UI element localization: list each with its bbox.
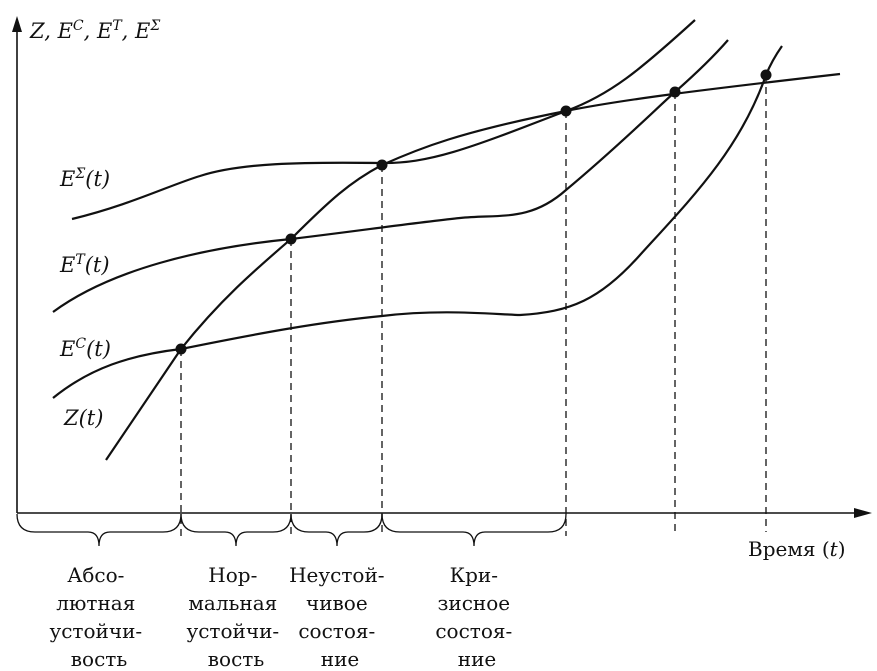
intersection-point-1	[175, 343, 187, 355]
e-sum-label: EΣ(t)	[59, 166, 110, 191]
zone-label-normal: Нор- мальная устойчи- вость	[186, 563, 285, 671]
intersection-point-3	[376, 159, 388, 171]
zone-brace-4	[381, 513, 567, 547]
z-label: Z(t)	[63, 406, 103, 430]
y-axis-arrow	[12, 16, 22, 32]
axes	[12, 16, 872, 518]
x-axis-arrow	[854, 508, 872, 518]
intersection-points	[175, 69, 772, 355]
e-t-curve	[52, 39, 729, 313]
z-curve	[105, 19, 696, 461]
zone-label-crisis: Кри- зисное состоя- ние	[435, 563, 518, 671]
zone-brace-1	[16, 513, 182, 547]
intersection-point-4	[560, 105, 572, 117]
zone-braces	[16, 513, 567, 547]
intersection-point-2	[285, 233, 297, 245]
zone-brace-3	[290, 513, 383, 547]
intersection-point-6	[760, 69, 772, 81]
zone-brace-2	[180, 513, 292, 547]
x-axis-label: Время (t)	[748, 537, 846, 561]
threshold-lines	[180, 75, 767, 536]
zone-label-absolute: Абсо- лютная устойчи- вость	[49, 563, 148, 671]
intersection-point-5	[669, 86, 681, 98]
curves	[52, 19, 841, 461]
e-sum-curve	[71, 72, 841, 221]
y-axis-label: Z, EC, ET, EΣ	[29, 18, 160, 43]
zone-label-unstable: Неустой- чивое состоя- ние	[289, 563, 391, 671]
e-t-label: ET(t)	[59, 252, 110, 277]
e-c-label: EC(t)	[59, 336, 111, 361]
